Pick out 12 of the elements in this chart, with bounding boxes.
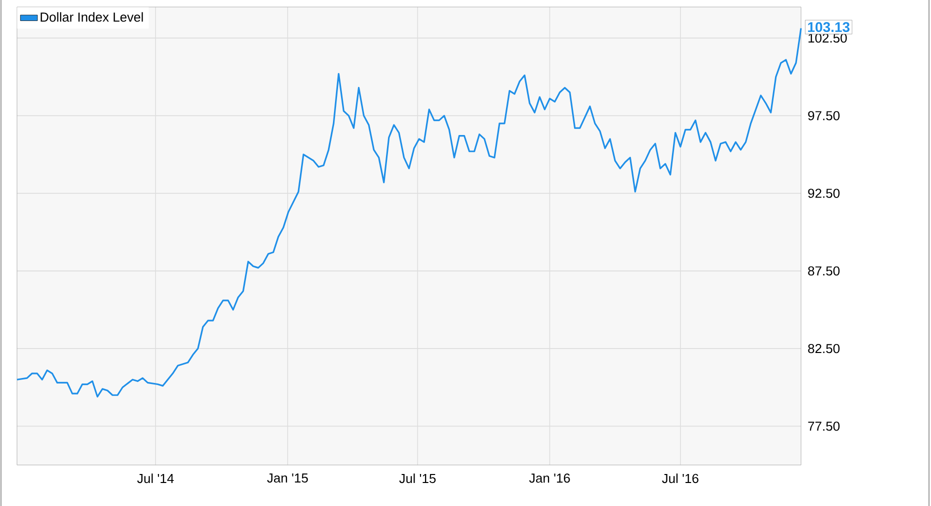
x-tick-label: Jan '16	[529, 474, 570, 483]
y-tick-label: 77.50	[808, 422, 840, 431]
x-tick-label: Jan '15	[267, 474, 308, 483]
x-tick-label: Jul '15	[399, 474, 436, 484]
y-tick-label: 92.50	[808, 188, 840, 198]
x-tick-label: Jul '16	[662, 474, 698, 484]
y-tick-label: 97.50	[808, 111, 840, 120]
y-tick-label: 82.50	[808, 344, 840, 354]
annotation: 103.13	[808, 22, 850, 32]
legend-label: Dollar Index Level	[40, 12, 143, 22]
y-tick-label: 87.50	[808, 266, 840, 276]
x-tick-label: Jul '14	[137, 474, 174, 484]
